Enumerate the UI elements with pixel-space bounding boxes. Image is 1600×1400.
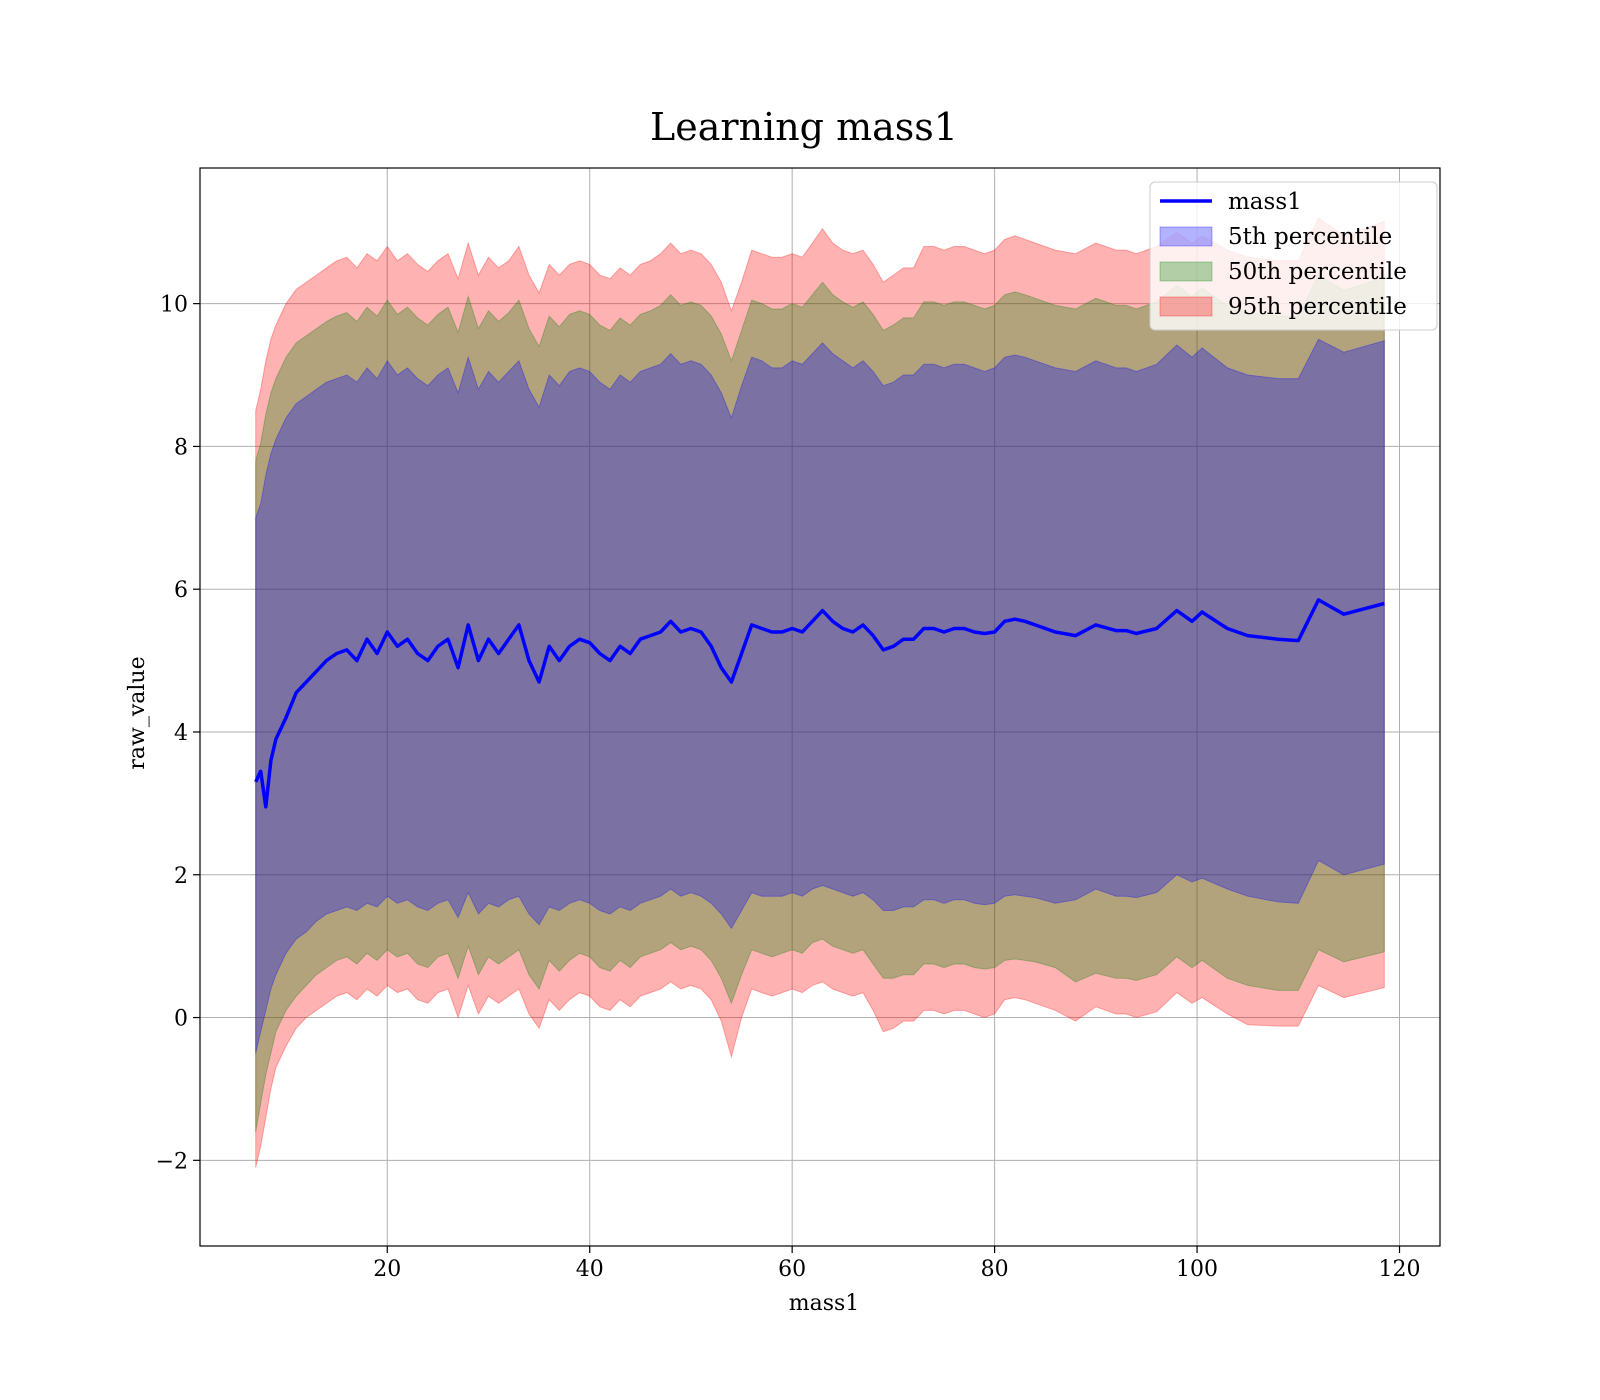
legend-swatch-95th-percentile bbox=[1159, 296, 1213, 317]
y-tick-label: 2 bbox=[174, 864, 188, 889]
band-95th-percentile bbox=[255, 217, 1385, 1168]
x-tick-label: 120 bbox=[1379, 1257, 1421, 1282]
legend: mass1 5th percentile 50th percentile 95t… bbox=[1149, 181, 1438, 331]
x-axis-ticks: 20 40 60 80 100 120 bbox=[373, 1246, 1421, 1282]
x-tick-label: 80 bbox=[981, 1257, 1009, 1282]
legend-label-95th-percentile: 95th percentile bbox=[1228, 294, 1407, 320]
x-tick-label: 40 bbox=[576, 1257, 604, 1282]
y-tick-label: −2 bbox=[156, 1149, 188, 1174]
percentile-bands bbox=[255, 217, 1385, 1168]
band-50th-percentile bbox=[255, 274, 1385, 1132]
x-tick-label: 100 bbox=[1176, 1257, 1218, 1282]
legend-label-5th-percentile: 5th percentile bbox=[1228, 224, 1392, 250]
series-line-mass1 bbox=[254, 598, 1385, 809]
x-axis-label: mass1 bbox=[789, 1291, 860, 1316]
chart-title: Learning mass1 bbox=[650, 105, 958, 149]
legend-label-mass1: mass1 bbox=[1228, 189, 1302, 215]
x-tick-label: 60 bbox=[778, 1257, 806, 1282]
y-tick-label: 10 bbox=[160, 293, 188, 318]
y-tick-label: 4 bbox=[174, 721, 188, 746]
y-tick-label: 8 bbox=[174, 435, 188, 460]
legend-label-50th-percentile: 50th percentile bbox=[1228, 259, 1407, 285]
x-tick-label: 20 bbox=[373, 1257, 401, 1282]
legend-box bbox=[1149, 181, 1438, 331]
band-5th-percentile bbox=[255, 338, 1385, 1054]
series-lines bbox=[254, 598, 1385, 809]
y-tick-label: 0 bbox=[174, 1007, 188, 1032]
y-axis-ticks: −2 0 2 4 6 8 10 bbox=[156, 293, 200, 1174]
legend-swatch-50th-percentile bbox=[1159, 261, 1213, 282]
plot-frame bbox=[199, 167, 1441, 1247]
y-axis-label: raw_value bbox=[125, 656, 150, 769]
y-tick-label: 6 bbox=[174, 578, 188, 603]
legend-swatch-5th-percentile bbox=[1159, 226, 1213, 247]
